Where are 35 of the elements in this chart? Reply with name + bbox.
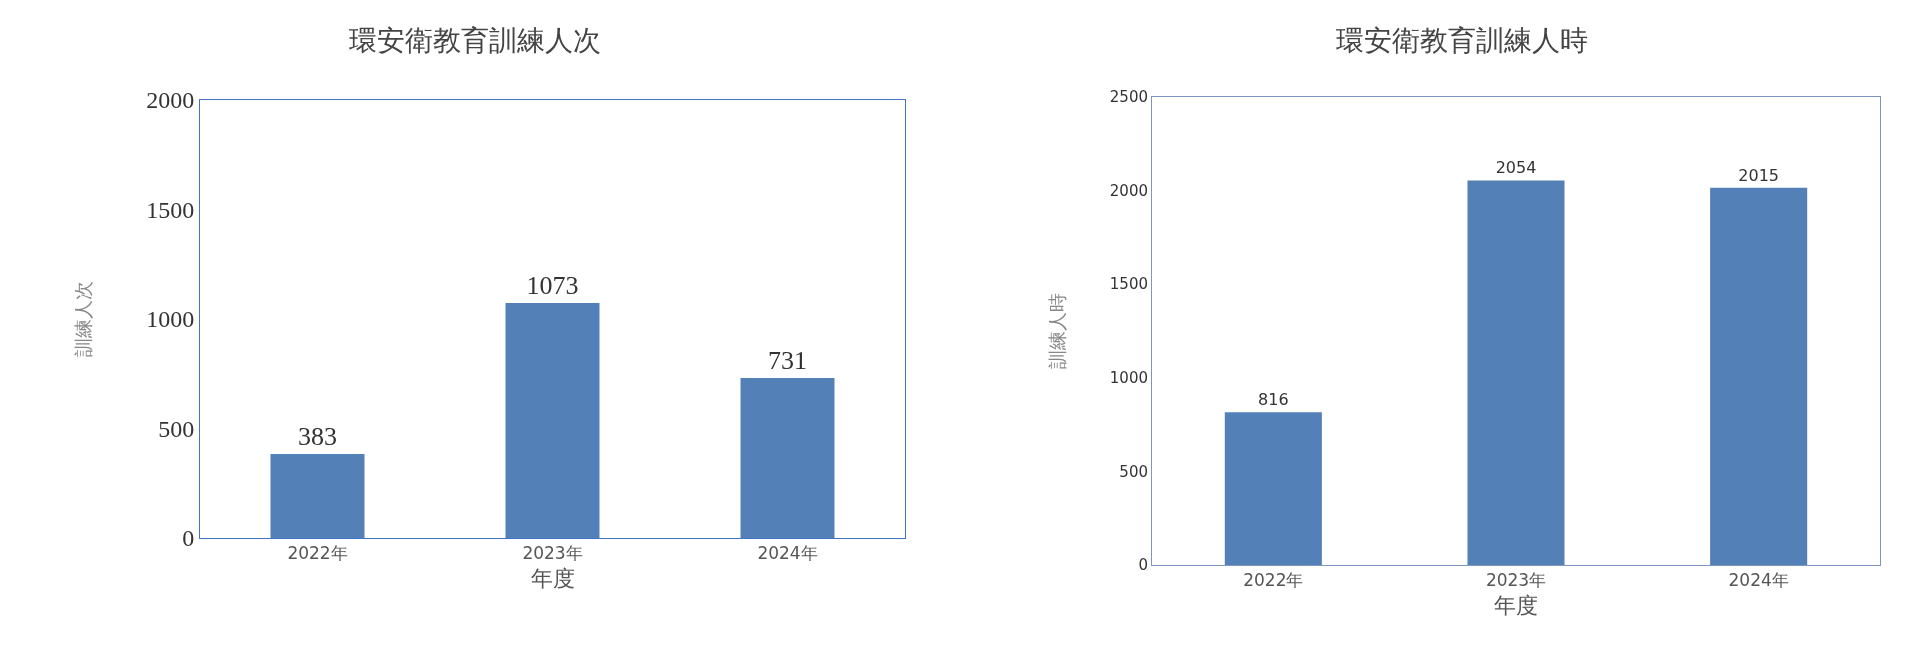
bar (740, 377, 835, 538)
y-tick-label: 1500 (146, 196, 195, 223)
y-tick-label: 0 (182, 525, 195, 552)
y-axis-title: 訓練人次 (72, 281, 95, 357)
y-tick-label: 2500 (1109, 88, 1148, 107)
x-tick-label: 2024年 (1728, 570, 1789, 591)
data-label: 2015 (1738, 165, 1780, 185)
data-label: 383 (298, 422, 337, 452)
y-tick-label: 2000 (1109, 181, 1148, 200)
chart-title: 環安衛教育訓練人時 (1336, 23, 1588, 57)
bar (1710, 187, 1808, 565)
x-axis-title: 年度 (530, 566, 575, 592)
x-tick-label: 2024年 (757, 543, 818, 564)
y-tick-label: 1500 (1109, 275, 1148, 294)
bar (505, 303, 600, 538)
data-label: 816 (1258, 390, 1289, 410)
y-tick-label: 0 (1138, 556, 1148, 575)
bar (270, 454, 365, 538)
y-tick-label: 500 (1119, 462, 1148, 481)
y-tick-label: 2000 (146, 87, 195, 114)
x-tick-label: 2023年 (522, 543, 583, 564)
data-label: 1073 (526, 271, 579, 301)
y-tick-label: 500 (158, 415, 195, 442)
y-axis-title: 訓練人時 (1045, 293, 1068, 369)
chart-title: 環安衛教育訓練人次 (349, 23, 601, 57)
x-tick-label: 2022年 (287, 543, 348, 564)
data-label: 2054 (1495, 158, 1537, 178)
y-tick-label: 1000 (146, 306, 195, 333)
x-axis-title: 年度 (1494, 593, 1538, 619)
bar (1467, 180, 1565, 565)
y-tick-label: 1000 (1109, 369, 1148, 388)
x-tick-label: 2023年 (1485, 570, 1547, 591)
bar (1224, 412, 1322, 565)
data-label: 731 (768, 345, 807, 375)
x-tick-label: 2022年 (1243, 570, 1304, 591)
